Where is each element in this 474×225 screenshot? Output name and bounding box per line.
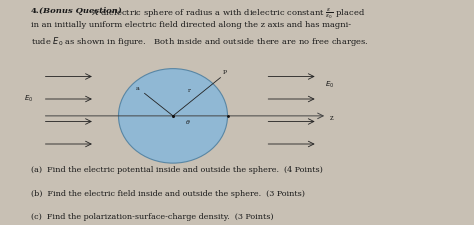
Text: z: z bbox=[329, 114, 333, 122]
Text: (a)  Find the electric potential inside and outside the sphere.  (4 Points): (a) Find the electric potential inside a… bbox=[31, 166, 323, 175]
Text: r: r bbox=[188, 88, 191, 93]
Text: (c)  Find the polarization-surface-charge density.  (3 Points): (c) Find the polarization-surface-charge… bbox=[31, 213, 273, 221]
Text: 4.: 4. bbox=[31, 7, 39, 15]
Text: (Bonus Question): (Bonus Question) bbox=[39, 7, 122, 15]
Text: tude $E_0$ as shown in figure.   Both inside and outside there are no free charg: tude $E_0$ as shown in figure. Both insi… bbox=[31, 35, 368, 48]
Text: $\theta$: $\theta$ bbox=[185, 118, 191, 126]
Text: $E_0$: $E_0$ bbox=[325, 80, 334, 90]
Text: P: P bbox=[223, 70, 227, 75]
Text: a: a bbox=[136, 86, 140, 91]
Text: $E_0$: $E_0$ bbox=[24, 94, 33, 104]
Ellipse shape bbox=[118, 69, 228, 163]
Text: (b)  Find the electric field inside and outside the sphere.  (3 Points): (b) Find the electric field inside and o… bbox=[31, 190, 305, 198]
Text: in an initially uniform electric field directed along the z axis and has magni-: in an initially uniform electric field d… bbox=[31, 21, 351, 29]
Text: A dielectric sphere of radius a with dielectric constant $\frac{\varepsilon}{\va: A dielectric sphere of radius a with die… bbox=[89, 7, 365, 21]
